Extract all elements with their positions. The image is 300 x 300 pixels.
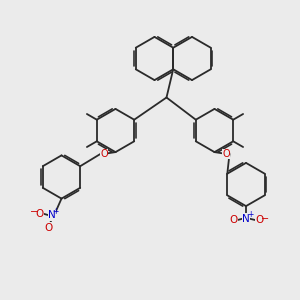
Text: N: N	[242, 214, 250, 224]
Text: O: O	[255, 215, 264, 225]
Text: −: −	[30, 207, 38, 218]
Text: N: N	[48, 210, 56, 220]
Text: O: O	[35, 208, 44, 219]
Text: +: +	[52, 207, 59, 216]
Text: O: O	[45, 223, 53, 233]
Text: O: O	[222, 148, 230, 159]
Text: O: O	[100, 148, 108, 159]
Text: +: +	[247, 210, 253, 219]
Text: O: O	[229, 215, 238, 225]
Text: −: −	[261, 214, 270, 224]
